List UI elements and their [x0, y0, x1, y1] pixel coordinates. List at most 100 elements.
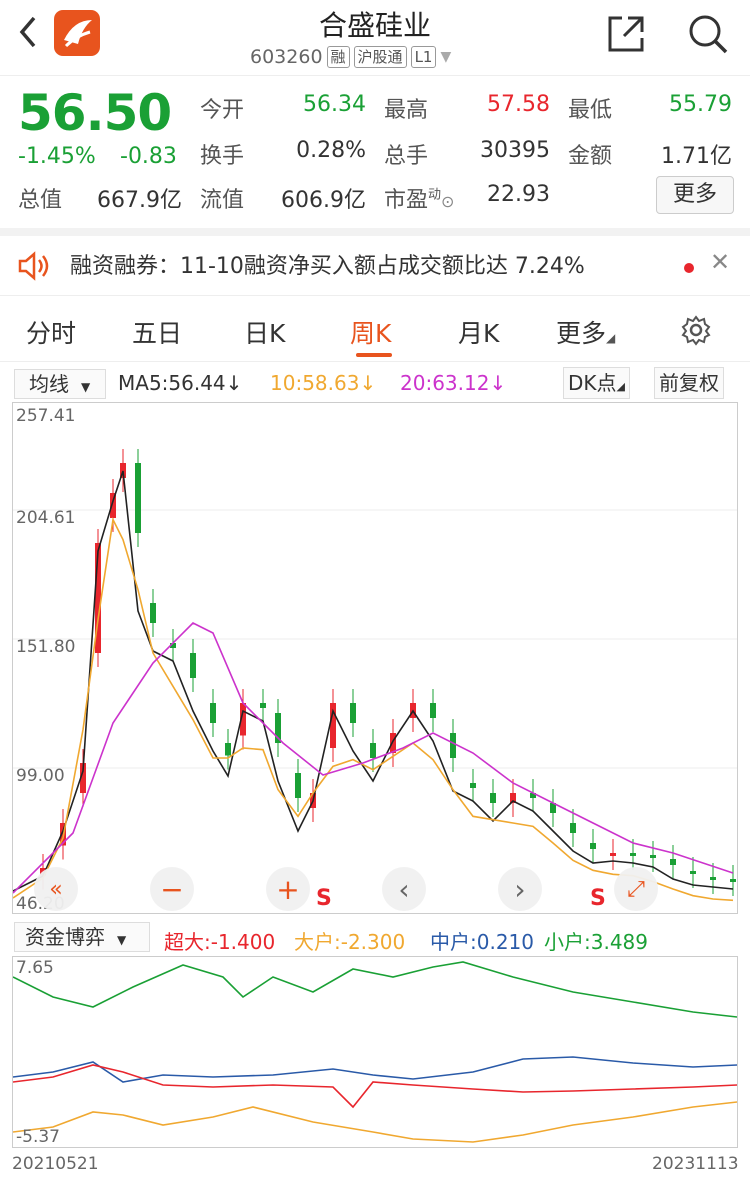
fullscreen-icon[interactable]: ⤢ [614, 867, 658, 911]
fund-y-max: 7.65 [16, 958, 54, 978]
tab-more[interactable]: 更多◢ [556, 319, 616, 348]
candle-body [510, 793, 516, 803]
fund-super-line [12, 1064, 738, 1109]
fund-row: 资金博弈 ▼ 超大:-1.400 大户:-2.300 中户:0.210 小户:3.… [0, 920, 750, 954]
candle-body [260, 703, 266, 708]
candle-body [670, 859, 676, 865]
pe-label: 市盈动⊙ [384, 187, 455, 213]
stock-subtitle: 603260 融 沪股通 L1 ▼ [250, 44, 451, 70]
candle-body [210, 703, 216, 723]
high-value: 57.58 [487, 92, 550, 117]
tab-five-day[interactable]: 五日 [132, 319, 183, 348]
back-icon[interactable] [14, 12, 44, 52]
dropdown-icon[interactable]: ▼ [440, 49, 452, 65]
volume-value: 30395 [480, 138, 550, 163]
candle-body [95, 543, 101, 653]
settings-icon[interactable] [680, 314, 712, 346]
candle-body [135, 463, 141, 533]
kline-chart[interactable] [12, 402, 738, 914]
candle-body [240, 703, 246, 736]
amount-label: 金额 [568, 144, 613, 169]
candle-body [275, 713, 281, 743]
tag-connect: 沪股通 [353, 46, 407, 68]
date-end: 20231113 [652, 1154, 739, 1174]
float-value: 606.9亿 [281, 188, 366, 213]
fund-large: 大户:-2.300 [294, 930, 406, 954]
fund-mid: 中户:0.210 [430, 930, 534, 954]
fund-super: 超大:-1.400 [164, 930, 276, 954]
tag-margin: 融 [326, 46, 350, 68]
app-logo [54, 10, 100, 56]
margin-notice[interactable]: 融资融券：11-10融资净买入额占成交额比达 7.24% ✕ [0, 228, 750, 296]
candle-body [550, 803, 556, 813]
fund-y-min: -5.37 [16, 1127, 60, 1147]
candle-body [710, 877, 716, 880]
candle-body [450, 733, 456, 758]
sell-signal-2: S [590, 886, 606, 911]
quote-panel: 56.50 -1.45% -0.83 今开 56.34 最高 57.58 最低 … [0, 78, 750, 218]
zoom-in-icon[interactable]: + [266, 867, 310, 911]
prev-icon[interactable]: ‹ [382, 867, 426, 911]
ma-row: 均线 ▼ MA5:56.44↓ 10:58.63↓ 20:63.12↓ DK点◢ … [0, 365, 750, 401]
ma10-line [12, 517, 734, 902]
adjust-button[interactable]: 前复权 [654, 367, 724, 399]
dk-button[interactable]: DK点◢ [563, 367, 630, 399]
mcap-value: 667.9亿 [97, 188, 182, 213]
zoom-out-icon[interactable]: − [150, 867, 194, 911]
candle-body [170, 643, 176, 648]
y-label-4: 99.00 [16, 766, 65, 786]
ma5-value: MA5:56.44↓ [118, 371, 243, 395]
next-icon[interactable]: › [498, 867, 542, 911]
candle-body [120, 463, 126, 478]
mcap-label: 总值 [18, 188, 63, 213]
stock-code: 603260 [250, 46, 323, 68]
candle-body [295, 773, 301, 798]
y-label-2: 204.61 [16, 508, 76, 528]
candle-body [570, 823, 576, 833]
share-icon[interactable] [604, 12, 648, 56]
current-price: 56.50 [18, 84, 172, 142]
turnover-label: 换手 [200, 144, 245, 169]
candle-body [390, 733, 396, 753]
active-tab-underline [356, 353, 392, 357]
date-start: 20210521 [12, 1154, 99, 1174]
fund-chart[interactable] [12, 956, 738, 1148]
ma20-value: 20:63.12↓ [400, 371, 507, 395]
ma20-line [12, 622, 734, 894]
candle-body [470, 783, 476, 788]
notice-text: 融资融券：11-10融资净买入额占成交额比达 7.24% [70, 254, 585, 279]
candle-body [110, 493, 116, 518]
change-amount: -0.83 [120, 144, 177, 169]
candle-body [225, 743, 231, 756]
fund-small-line [12, 961, 738, 1018]
tag-level: L1 [410, 46, 437, 68]
pe-value: 22.93 [487, 182, 550, 207]
unread-dot [684, 263, 694, 273]
candle-body [590, 843, 596, 849]
ma5-line [12, 470, 734, 892]
low-label: 最低 [568, 98, 613, 123]
candle-body [690, 871, 696, 874]
sell-signal-1: S [316, 886, 332, 911]
open-value: 56.34 [303, 92, 366, 117]
open-label: 今开 [200, 98, 245, 123]
tab-daily[interactable]: 日K [244, 319, 286, 348]
candle-body [370, 743, 376, 758]
close-icon[interactable]: ✕ [710, 248, 731, 276]
search-icon[interactable] [686, 12, 730, 56]
candle-body [330, 703, 336, 748]
tab-intraday[interactable]: 分时 [26, 319, 77, 348]
scroll-left-icon[interactable]: « [34, 867, 78, 911]
tab-monthly[interactable]: 月K [458, 319, 500, 348]
y-label-max: 257.41 [16, 406, 76, 426]
header: 合盛硅业 603260 融 沪股通 L1 ▼ [0, 0, 750, 76]
info-icon[interactable]: ⊙ [441, 192, 455, 211]
fund-select[interactable]: 资金博弈 ▼ [14, 922, 150, 952]
tab-weekly[interactable]: 周K [350, 319, 392, 348]
more-button[interactable]: 更多 [656, 176, 734, 214]
indicator-select[interactable]: 均线 ▼ [14, 369, 106, 399]
candle-body [150, 603, 156, 623]
low-value: 55.79 [669, 92, 732, 117]
candle-body [730, 879, 736, 882]
fund-small: 小户:3.489 [544, 930, 648, 954]
